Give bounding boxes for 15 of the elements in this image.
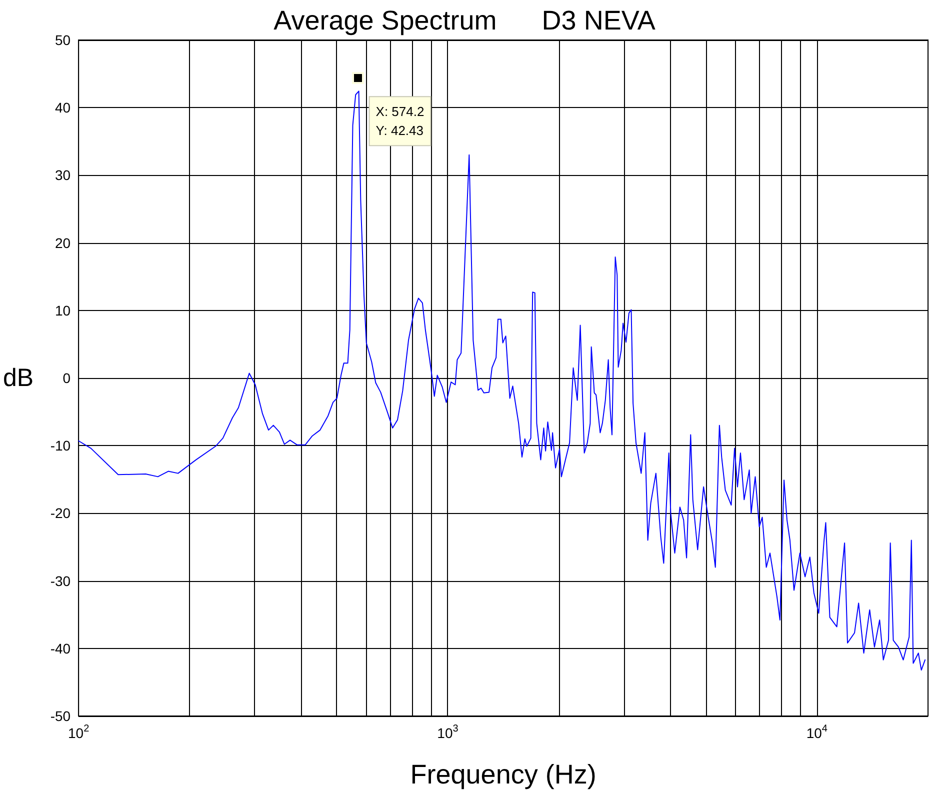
y-tick-label: 20 bbox=[55, 234, 71, 251]
y-tick-label: -50 bbox=[50, 708, 71, 724]
x-axis-title: Frequency (Hz) bbox=[410, 760, 596, 790]
y-tick-label: 40 bbox=[55, 100, 71, 116]
y-tick-label: 50 bbox=[55, 32, 71, 48]
y-tick-label: -20 bbox=[50, 505, 71, 522]
y-tick-label: -10 bbox=[50, 438, 71, 454]
y-tick-label: 10 bbox=[55, 302, 71, 318]
y-tick-label: 30 bbox=[55, 167, 71, 184]
annotation: X: 574.2 Y: 42.43 bbox=[376, 104, 424, 138]
y-tick-label: -40 bbox=[50, 640, 71, 656]
y-tick-label: 0 bbox=[62, 370, 71, 386]
chart-title: Average Spectrum D3 NEVA bbox=[274, 6, 656, 36]
y-axis-title: dB bbox=[2, 364, 34, 392]
y-tick-label: -30 bbox=[50, 572, 71, 589]
